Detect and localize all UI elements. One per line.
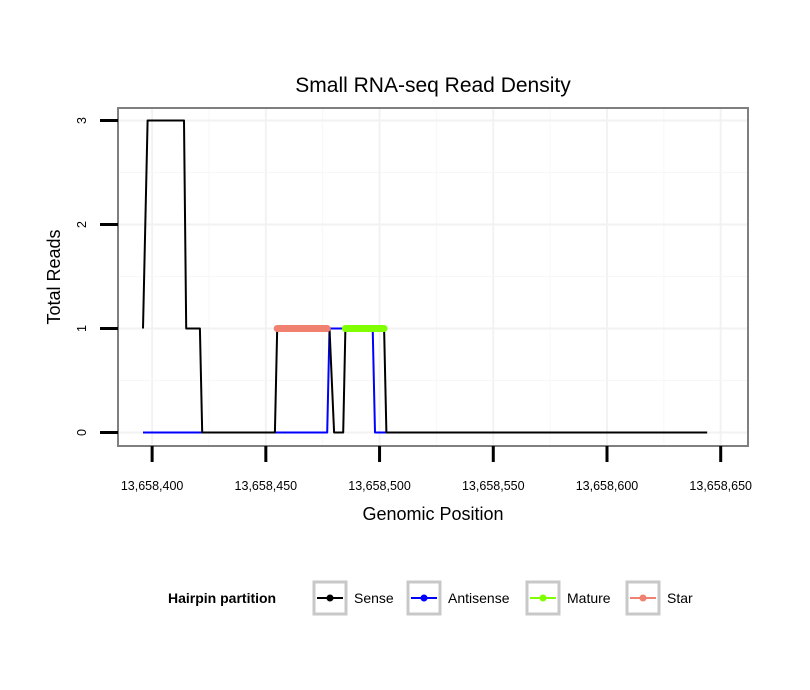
legend-point-mature (539, 594, 547, 602)
plot-panel (118, 108, 748, 446)
legend-title: Hairpin partition (168, 590, 276, 606)
legend: Hairpin partition Sense Antisense Mature St… (168, 580, 693, 616)
axes: 13,658,400 13,658,450 13,658,500 13,658,550… (75, 117, 752, 493)
x-tick-label: 13,658,500 (348, 479, 411, 493)
x-axis-title: Genomic Position (362, 504, 503, 524)
legend-point-sense (326, 594, 334, 602)
x-tick-label: 13,658,550 (462, 479, 525, 493)
y-tick-label: 2 (75, 221, 89, 228)
y-tick-label: 1 (75, 325, 89, 332)
series-lines (142, 119, 708, 434)
legend-label-star: Star (667, 590, 693, 606)
x-tick-label: 13,658,600 (576, 479, 639, 493)
x-tick-label: 13,658,400 (121, 479, 184, 493)
y-axis-title: Total Reads (44, 229, 64, 324)
legend-point-antisense (420, 594, 428, 602)
y-tick-label: 0 (75, 429, 89, 436)
legend-label-sense: Sense (354, 590, 394, 606)
legend-label-mature: Mature (567, 590, 611, 606)
legend-label-antisense: Antisense (448, 590, 510, 606)
x-tick-label: 13,658,450 (235, 479, 298, 493)
y-tick-label: 3 (75, 117, 89, 124)
plot-border (117, 107, 749, 447)
legend-point-star (639, 594, 647, 602)
x-tick-label: 13,658,650 (689, 479, 752, 493)
chart-title: Small RNA-seq Read Density (295, 74, 571, 97)
